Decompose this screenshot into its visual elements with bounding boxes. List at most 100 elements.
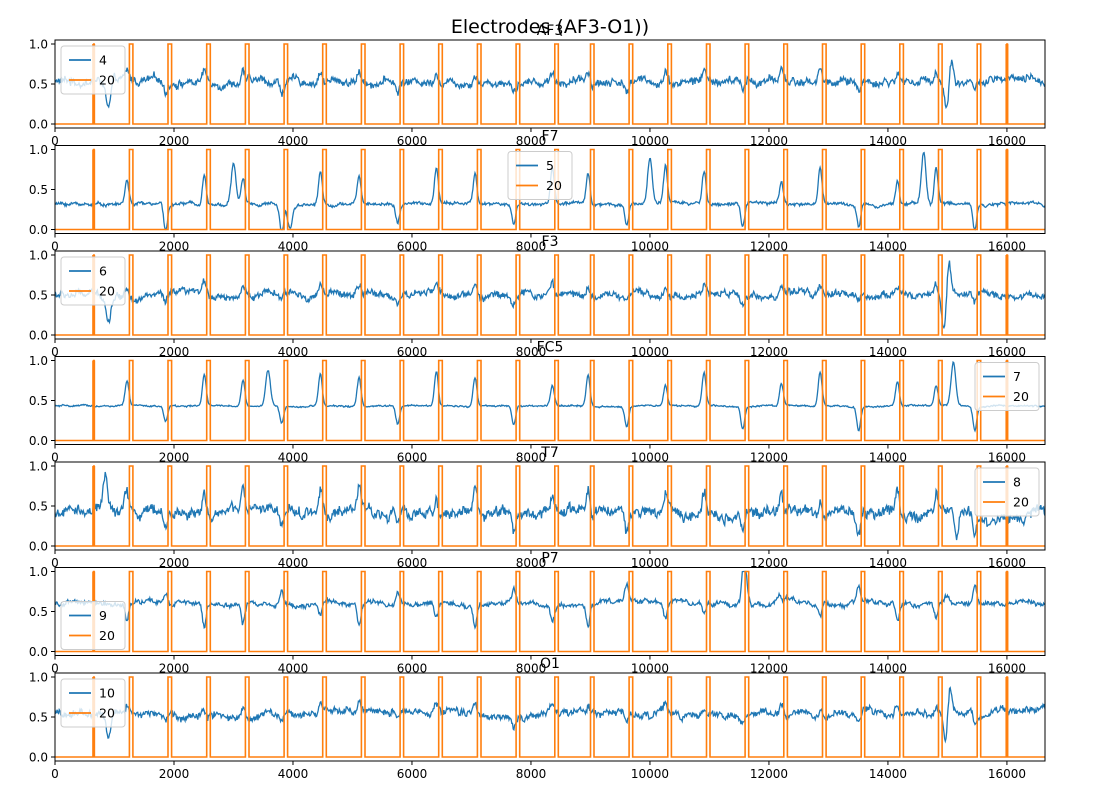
x-tick-label: 14000 — [869, 767, 907, 781]
subplot-title: AF3 — [537, 23, 564, 39]
y-tick-label: 0.0 — [29, 645, 48, 659]
legend-label-20: 20 — [1013, 389, 1029, 404]
y-tick-label: 0.5 — [29, 605, 48, 619]
y-tick-label: 1.0 — [29, 143, 48, 157]
x-tick-label: 14000 — [869, 662, 907, 676]
legend: 920 — [60, 601, 126, 650]
axes-frame — [54, 250, 1046, 340]
x-tick-label: 8000 — [516, 345, 547, 359]
x-tick-label: 0 — [51, 662, 59, 676]
x-tick-label: 16000 — [988, 662, 1026, 676]
x-tick-label: 8000 — [516, 767, 547, 781]
series-line-4 — [55, 59, 1045, 110]
x-tick-label: 12000 — [750, 556, 788, 570]
legend: 520 — [507, 151, 573, 200]
series-line-20 — [55, 43, 1045, 125]
x-tick-label: 10000 — [631, 556, 669, 570]
legend: 620 — [60, 256, 126, 306]
x-tick-label: 12000 — [750, 662, 788, 676]
y-tick-label: 0.5 — [29, 78, 48, 92]
y-tick-label: 0.5 — [29, 183, 48, 197]
subplot-title: O1 — [540, 656, 560, 672]
x-tick-label: 16000 — [988, 240, 1026, 254]
x-tick-label: 2000 — [159, 240, 190, 254]
y-tick-label: 0.0 — [29, 540, 48, 554]
x-tick-label: 12000 — [750, 451, 788, 465]
y-tick-label: 0.0 — [29, 329, 48, 343]
subplot-o1: 0 2000 4000 6000 8000 10000 12000 14000 16000 0.0… — [29, 656, 1046, 781]
legend-box — [60, 678, 126, 728]
x-tick-label: 6000 — [397, 451, 428, 465]
axes-frame — [54, 672, 1046, 762]
subplot-f7: 0 2000 4000 6000 8000 10000 12000 14000 16000 0.0… — [29, 129, 1046, 254]
y-tick-label: 1.0 — [29, 354, 48, 368]
subplot-title: F3 — [542, 234, 559, 250]
x-tick-label: 4000 — [278, 134, 309, 148]
x-tick-label: 12000 — [750, 767, 788, 781]
legend-box — [974, 362, 1040, 411]
series-line-20 — [55, 465, 1045, 547]
x-tick-label: 6000 — [397, 134, 428, 148]
subplot-title: T7 — [540, 445, 558, 461]
legend: 720 — [974, 362, 1040, 411]
legend-box — [60, 45, 126, 95]
x-tick-label: 6000 — [397, 240, 428, 254]
x-tick-label: 12000 — [750, 345, 788, 359]
x-tick-label: 4000 — [278, 451, 309, 465]
x-tick-label: 0 — [51, 451, 59, 465]
x-tick-label: 16000 — [988, 767, 1026, 781]
x-tick-label: 16000 — [988, 134, 1026, 148]
x-tick-label: 4000 — [278, 345, 309, 359]
x-tick-label: 4000 — [278, 556, 309, 570]
y-tick-label: 1.0 — [29, 460, 48, 474]
x-tick-label: 6000 — [397, 556, 428, 570]
legend-box — [507, 151, 573, 200]
series-line-20 — [55, 570, 1045, 653]
x-tick-label: 2000 — [159, 556, 190, 570]
x-tick-label: 14000 — [869, 556, 907, 570]
x-tick-label: 16000 — [988, 345, 1026, 359]
x-tick-label: 10000 — [631, 662, 669, 676]
legend-label-20: 20 — [99, 284, 115, 299]
y-tick-label: 0.0 — [29, 118, 48, 132]
series-line-8 — [55, 471, 1045, 541]
x-tick-label: 2000 — [159, 662, 190, 676]
x-tick-label: 4000 — [278, 240, 309, 254]
legend: 420 — [60, 45, 126, 95]
series-line-20 — [55, 359, 1045, 442]
y-tick-label: 0.5 — [29, 711, 48, 725]
subplot-title: FC5 — [537, 340, 564, 356]
x-tick-label: 12000 — [750, 240, 788, 254]
x-tick-label: 2000 — [159, 134, 190, 148]
legend-label-5: 5 — [546, 158, 554, 173]
subplot-f3: 0 2000 4000 6000 8000 10000 12000 14000 16000 0.0… — [29, 234, 1046, 359]
x-tick-label: 8000 — [516, 240, 547, 254]
x-tick-label: 14000 — [869, 134, 907, 148]
subplot-t7: 0 2000 4000 6000 8000 10000 12000 14000 16000 0.0… — [29, 445, 1046, 570]
subplot-af3: 0 2000 4000 6000 8000 10000 12000 14000 16000 0.0… — [29, 23, 1046, 148]
x-tick-label: 0 — [51, 134, 59, 148]
series-line-9 — [55, 570, 1045, 630]
subplot-fc5: 0 2000 4000 6000 8000 10000 12000 14000 16000 0.0… — [29, 340, 1046, 465]
legend: 820 — [974, 467, 1040, 517]
legend-label-9: 9 — [99, 608, 107, 623]
x-tick-label: 10000 — [631, 240, 669, 254]
series-line-10 — [55, 686, 1045, 744]
x-tick-label: 10000 — [631, 134, 669, 148]
series-line-20 — [55, 148, 1045, 231]
x-tick-label: 6000 — [397, 662, 428, 676]
y-tick-label: 1.0 — [29, 565, 48, 579]
legend-label-8: 8 — [1013, 475, 1021, 490]
y-tick-label: 0.0 — [29, 223, 48, 237]
x-tick-label: 0 — [51, 767, 59, 781]
x-tick-label: 10000 — [631, 451, 669, 465]
x-tick-label: 6000 — [397, 767, 428, 781]
series-line-6 — [55, 260, 1045, 330]
legend-label-10: 10 — [99, 686, 115, 701]
x-tick-label: 4000 — [278, 662, 309, 676]
axes-frame — [54, 39, 1046, 129]
legend-label-20: 20 — [1013, 495, 1029, 510]
x-tick-label: 6000 — [397, 345, 428, 359]
